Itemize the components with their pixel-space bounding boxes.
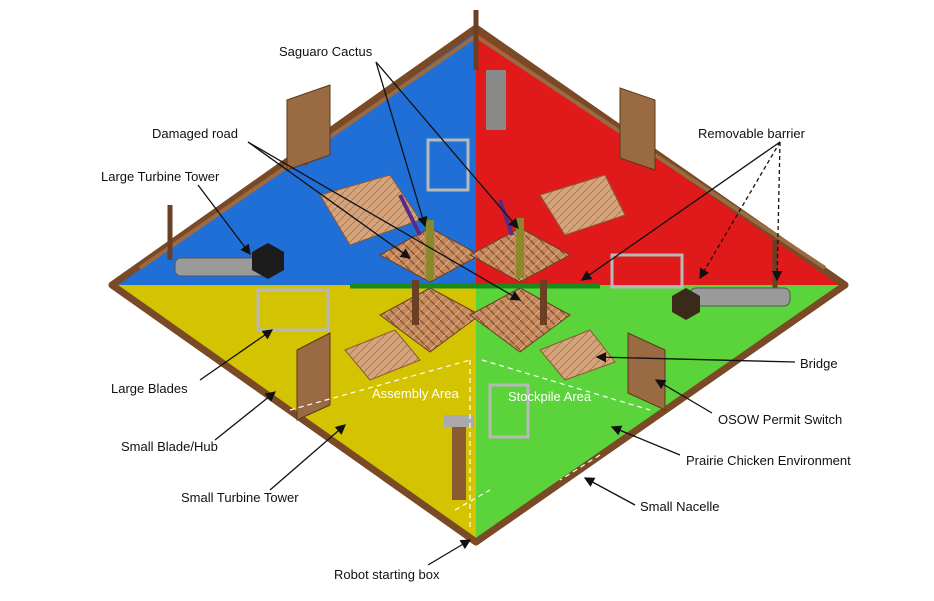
label-large-blades: Large Blades: [111, 381, 188, 396]
wall-panels: [286, 84, 666, 421]
label-prairie-chicken-environment: Prairie Chicken Environment: [686, 453, 851, 468]
label-bridge: Bridge: [800, 356, 838, 371]
label-assembly-area: Assembly Area: [372, 386, 459, 401]
label-robot-starting-box: Robot starting box: [334, 567, 440, 582]
label-small-blade-hub: Small Blade/Hub: [121, 439, 218, 454]
label-stockpile-area: Stockpile Area: [508, 389, 592, 404]
center-start-tower: [444, 70, 506, 500]
dashed-guides: [289, 359, 651, 530]
label-damaged-road: Damaged road: [152, 126, 238, 141]
large-turbine-towers: [174, 243, 791, 320]
label-removable-barrier: Removable barrier: [698, 126, 805, 141]
label-small-turbine-tower: Small Turbine Tower: [181, 490, 299, 505]
grey-racks: [256, 138, 684, 439]
bridge-ramp: [539, 329, 616, 381]
label-small-nacelle: Small Nacelle: [640, 499, 720, 514]
label-saguaro-cactus: Saguaro Cactus: [279, 44, 373, 59]
label-large-turbine-tower: Large Turbine Tower: [101, 169, 220, 184]
saguaro-cactus-posts: [398, 194, 547, 325]
label-osow-permit-switch: OSOW Permit Switch: [718, 412, 843, 427]
callout-arrows: [197, 61, 796, 566]
ramps: [319, 174, 626, 381]
